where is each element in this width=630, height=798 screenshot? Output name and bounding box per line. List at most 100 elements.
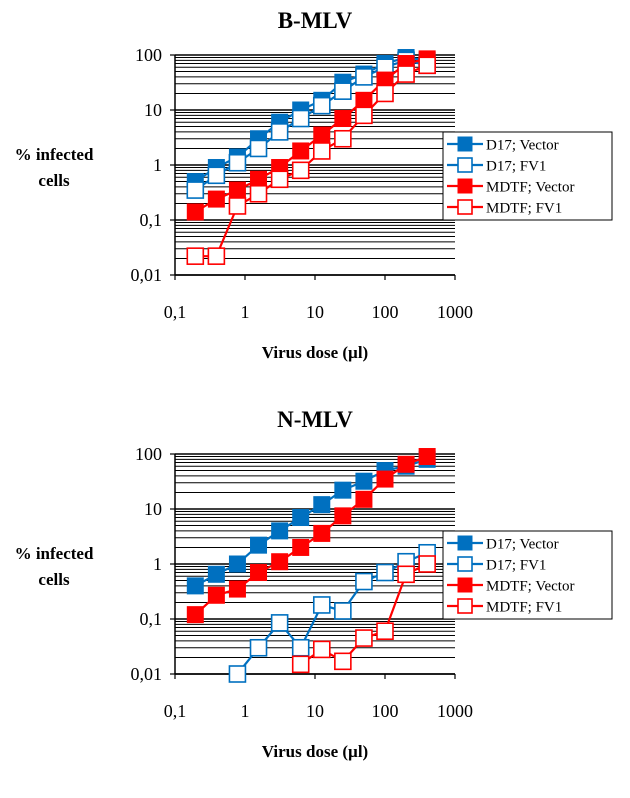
legend-label: D17; FV1 bbox=[486, 159, 546, 175]
data-point bbox=[270, 170, 289, 189]
data-point bbox=[291, 638, 310, 657]
data-point bbox=[249, 184, 268, 203]
series bbox=[186, 448, 436, 624]
data-point bbox=[207, 565, 225, 583]
data-point bbox=[334, 110, 352, 128]
data-point bbox=[418, 448, 436, 466]
data-point bbox=[355, 472, 373, 490]
data-point bbox=[249, 139, 268, 158]
x-tick-label: 1000 bbox=[437, 302, 473, 322]
data-point bbox=[228, 555, 246, 573]
legend-marker bbox=[457, 199, 473, 215]
data-point bbox=[228, 665, 247, 683]
x-tick-label: 1000 bbox=[437, 701, 473, 721]
data-point bbox=[186, 577, 204, 595]
data-point bbox=[312, 640, 331, 659]
data-point bbox=[207, 166, 226, 185]
data-point bbox=[418, 56, 436, 75]
data-point bbox=[376, 84, 394, 103]
legend-marker bbox=[457, 178, 473, 194]
data-point bbox=[397, 65, 415, 83]
legend-label: D17; FV1 bbox=[486, 558, 546, 574]
data-point bbox=[291, 655, 310, 674]
data-point bbox=[313, 496, 331, 514]
data-point bbox=[376, 470, 394, 488]
data-point bbox=[271, 522, 289, 540]
data-point bbox=[418, 555, 436, 573]
legend: D17; Vector D17; FV1 MDTF; Vector MDTF; FV1 bbox=[442, 530, 613, 620]
data-point bbox=[334, 129, 352, 148]
data-point bbox=[291, 161, 310, 180]
x-tick-label: 1 bbox=[241, 701, 250, 721]
x-tick-label: 10 bbox=[306, 701, 324, 721]
legend-label: MDTF; FV1 bbox=[486, 201, 562, 217]
x-tick-label: 10 bbox=[306, 302, 324, 322]
y-tick-label: 100 bbox=[135, 45, 162, 65]
legend: D17; Vector D17; FV1 MDTF; Vector MDTF; FV1 bbox=[442, 131, 613, 221]
data-point bbox=[313, 126, 331, 144]
data-point bbox=[250, 170, 268, 188]
chart-title: N-MLV bbox=[277, 407, 353, 432]
legend-marker bbox=[457, 577, 473, 593]
y-axis-label: % infected cells bbox=[14, 544, 94, 589]
legend-marker bbox=[457, 598, 473, 614]
y-axis-label: % infected cells bbox=[14, 145, 94, 190]
data-point bbox=[397, 565, 415, 584]
data-point bbox=[207, 586, 225, 604]
y-tick-label: 10 bbox=[144, 499, 162, 519]
data-point bbox=[334, 507, 352, 525]
data-point bbox=[249, 638, 268, 657]
data-point bbox=[355, 572, 373, 591]
data-point bbox=[186, 181, 205, 199]
data-point bbox=[291, 109, 310, 128]
data-point bbox=[355, 490, 373, 508]
data-point bbox=[312, 142, 331, 160]
data-point bbox=[207, 247, 226, 265]
chart-panel-b-mlv: B-MLV % infected cells Virus dose (µl) 0… bbox=[14, 8, 613, 362]
y-tick-label: 1 bbox=[153, 554, 162, 574]
data-point bbox=[376, 563, 394, 582]
data-point bbox=[397, 455, 415, 473]
data-point bbox=[186, 247, 205, 265]
data-point bbox=[292, 509, 310, 527]
data-point bbox=[312, 596, 331, 614]
legend-label: D17; Vector bbox=[486, 537, 559, 553]
data-point bbox=[334, 82, 352, 100]
data-point bbox=[312, 96, 331, 115]
data-point bbox=[271, 553, 289, 571]
y-tick-label: 1 bbox=[153, 155, 162, 175]
data-point bbox=[376, 622, 394, 641]
data-point bbox=[355, 106, 373, 125]
data-point bbox=[186, 203, 204, 221]
legend-marker bbox=[457, 535, 473, 551]
data-point bbox=[186, 606, 204, 624]
data-point bbox=[355, 91, 373, 109]
data-point bbox=[228, 181, 246, 199]
chart-panel-n-mlv: N-MLV % infected cells Virus dose (µl) 0… bbox=[0, 399, 630, 798]
data-point bbox=[228, 153, 247, 172]
x-axis-label: Virus dose (µl) bbox=[261, 343, 369, 362]
y-tick-label: 0,1 bbox=[140, 210, 163, 230]
x-tick-label: 0,1 bbox=[164, 302, 187, 322]
x-tick-label: 0,1 bbox=[164, 701, 187, 721]
data-point bbox=[270, 123, 289, 141]
legend-marker bbox=[457, 136, 473, 152]
legend-label: MDTF; FV1 bbox=[486, 600, 562, 616]
x-tick-label: 100 bbox=[372, 701, 399, 721]
legend-label: D17; Vector bbox=[486, 138, 559, 154]
x-tick-label: 100 bbox=[372, 302, 399, 322]
chart-title: B-MLV bbox=[277, 8, 353, 33]
data-point bbox=[355, 68, 373, 86]
legend-label: MDTF; Vector bbox=[486, 180, 574, 196]
data-point bbox=[313, 524, 331, 542]
data-point bbox=[355, 629, 373, 647]
data-point bbox=[334, 602, 352, 620]
data-point bbox=[228, 197, 247, 215]
x-tick-label: 1 bbox=[241, 302, 250, 322]
data-point bbox=[270, 614, 289, 632]
series bbox=[291, 555, 436, 674]
x-axis-label: Virus dose (µl) bbox=[261, 742, 369, 761]
data-point bbox=[292, 538, 310, 556]
